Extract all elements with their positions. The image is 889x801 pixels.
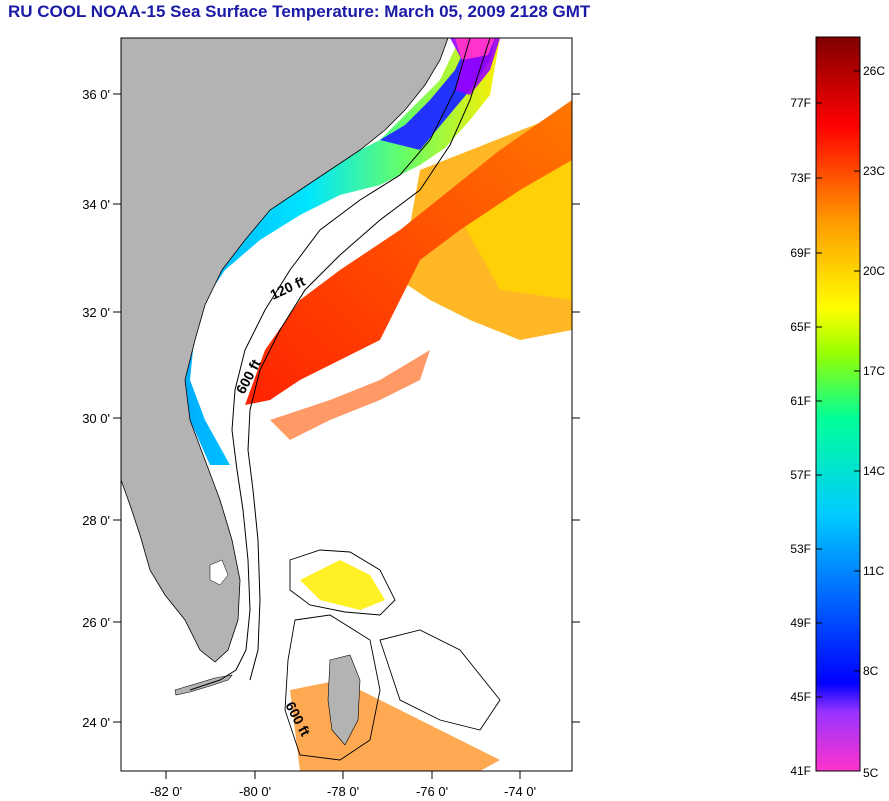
lon-label-82: -82 0' [150,784,182,799]
cb-c-14: 14C [863,464,885,478]
gulf-stream-scatter [270,350,430,440]
lon-label-80: -80 0' [239,784,271,799]
cb-f-73: 73F [790,171,811,185]
map-border [120,37,573,772]
lat-label-28: 28 0' [82,513,110,528]
andros-island [327,654,361,746]
cb-f-69: 69F [790,246,811,260]
lake-okeechobee [209,559,229,586]
cb-f-49: 49F [790,616,811,630]
cb-c-26: 26C [863,64,885,78]
longitude-axis: -82 0' -80 0' -78 0' -76 0' -74 0' [150,771,536,799]
cb-f-53: 53F [790,542,811,556]
cb-f-77: 77F [790,96,811,110]
colorbar: 77F 73F 69F 65F 61F 57F 53F 49F 45F 41F … [790,36,885,780]
cb-f-65: 65F [790,320,811,334]
colorbar-gradient [815,36,861,772]
cb-c-23: 23C [863,164,885,178]
cb-c-8: 8C [863,664,879,678]
lat-label-32: 32 0' [82,305,110,320]
lat-label-26: 26 0' [82,615,110,630]
map-title: RU COOL NOAA-15 Sea Surface Temperature:… [8,2,591,21]
colorbar-fahrenheit-ticks: 77F 73F 69F 65F 61F 57F 53F 49F 45F 41F [790,96,822,778]
cb-f-57: 57F [790,468,811,482]
cb-f-61: 61F [790,394,811,408]
lon-label-74: -74 0' [504,784,536,799]
lon-label-76: -76 0' [416,784,448,799]
bahamas-contours [284,549,501,761]
lon-label-78: -78 0' [327,784,359,799]
cb-c-11: 11C [863,564,884,578]
colorbar-celsius-ticks: 26C 23C 20C 17C 14C 11C 8C 5C [854,64,885,780]
latitude-axis: 36 0' 34 0' 32 0' 30 0' 28 0' 26 0' 24 0… [82,87,580,730]
bahamas-yellow-bank [300,560,385,610]
lat-label-24: 24 0' [82,715,110,730]
cb-c-17: 17C [863,364,885,378]
cb-f-41: 41F [790,764,811,778]
us-landmass [121,38,449,663]
lat-label-36: 36 0' [82,87,110,102]
contour-600ft [247,38,491,681]
lat-label-34: 34 0' [82,197,110,212]
gulf-stream [245,100,572,405]
cb-c-20: 20C [863,264,885,278]
cb-c-5: 5C [863,766,879,780]
cb-f-45: 45F [790,690,811,704]
contour-120ft [189,38,471,691]
map-panel: 120 ft 600 ft 600 ft [121,38,572,771]
lat-label-30: 30 0' [82,411,110,426]
